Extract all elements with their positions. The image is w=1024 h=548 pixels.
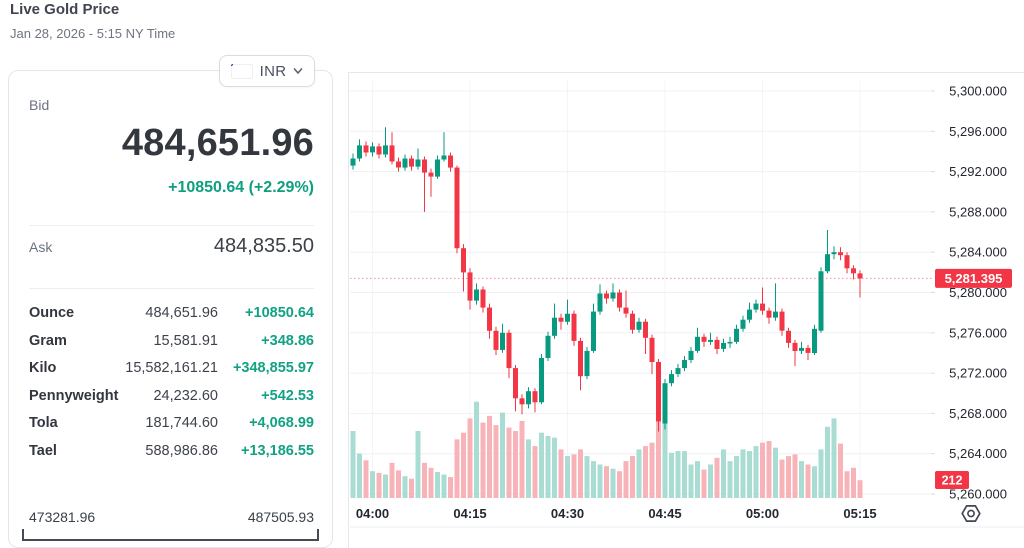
candlestick-series <box>350 145 863 424</box>
divider <box>29 288 314 289</box>
svg-text:5,281.395: 5,281.395 <box>945 271 1003 286</box>
svg-text:5,268.000: 5,268.000 <box>949 406 1007 421</box>
unit-row-tola: Tola 181,744.60 +4,068.99 <box>29 415 314 443</box>
range-low: 473281.96 <box>29 509 96 525</box>
unit-label: Kilo <box>29 360 57 376</box>
x-axis: 04:00 04:15 04:30 04:45 05:00 05:15 <box>356 506 877 521</box>
price-scale-settings-icon[interactable] <box>961 505 981 522</box>
volume-series <box>350 400 863 498</box>
unit-row-ounce: Ounce 484,651.96 +10850.64 <box>29 305 314 333</box>
unit-label: Pennyweight <box>29 387 119 404</box>
unit-change: +348.86 <box>261 332 314 349</box>
range-high: 487505.93 <box>247 509 314 525</box>
unit-value: 484,651.96 <box>145 305 218 321</box>
unit-label: Tael <box>29 442 57 459</box>
unit-label: Gram <box>29 332 67 349</box>
unit-row-gram: Gram 15,581.91 +348.86 <box>29 333 314 361</box>
svg-text:212: 212 <box>942 474 963 488</box>
ask-label: Ask <box>29 239 53 255</box>
svg-text:04:45: 04:45 <box>648 506 681 521</box>
unit-label: Ounce <box>29 305 75 321</box>
svg-text:5,296.000: 5,296.000 <box>949 124 1007 139</box>
unit-change: +4,068.99 <box>249 415 314 431</box>
svg-text:5,292.000: 5,292.000 <box>949 164 1007 179</box>
y-axis: 5,300.000 5,296.000 5,292.000 5,288.000 5,28… <box>931 84 1007 502</box>
svg-text:5,276.000: 5,276.000 <box>949 325 1007 340</box>
chevron-down-icon <box>294 68 303 74</box>
last-price-badge: 5,281.395 <box>935 268 1012 288</box>
unit-change: +542.53 <box>261 387 314 404</box>
divider <box>29 225 314 226</box>
chart-panel: 5,300.000 5,296.000 5,292.000 5,288.000 5,28… <box>348 72 1024 548</box>
bid-label: Bid <box>29 97 50 113</box>
unit-label: Tola <box>29 415 58 431</box>
grid <box>350 81 931 498</box>
unit-row-pennyweight: Pennyweight 24,232.60 +542.53 <box>29 388 314 416</box>
unit-row-tael: Tael 588,986.86 +13,186.55 <box>29 443 314 471</box>
range-bar <box>22 529 319 541</box>
unit-value: 181,744.60 <box>145 415 218 431</box>
svg-text:5,272.000: 5,272.000 <box>949 366 1007 381</box>
india-flag-icon <box>230 63 253 79</box>
unit-change: +10850.64 <box>245 305 314 321</box>
unit-change: +13,186.55 <box>241 442 314 459</box>
unit-value: 24,232.60 <box>153 387 218 404</box>
svg-text:5,284.000: 5,284.000 <box>949 245 1007 260</box>
unit-value: 588,986.86 <box>145 442 218 459</box>
page-title: Live Gold Price <box>10 1 120 18</box>
currency-selector[interactable]: INR <box>219 55 315 87</box>
currency-code: INR <box>259 62 287 80</box>
svg-text:5,260.000: 5,260.000 <box>949 487 1007 502</box>
last-volume-badge: 212 <box>935 471 969 489</box>
svg-text:5,300.000: 5,300.000 <box>949 84 1007 99</box>
svg-text:5,288.000: 5,288.000 <box>949 204 1007 219</box>
unit-value: 15,582,161.21 <box>125 360 218 376</box>
svg-text:04:00: 04:00 <box>356 506 389 521</box>
bid-change: +10850.64 (+2.29%) <box>168 179 314 196</box>
quote-card: Bid 484,651.96 +10850.64 (+2.29%) Ask 48… <box>8 70 333 548</box>
unit-value: 15,581.91 <box>153 332 218 349</box>
units-table: Ounce 484,651.96 +10850.64 Gram 15,581.9… <box>29 305 314 470</box>
unit-change: +348,855.97 <box>232 360 314 376</box>
svg-text:05:15: 05:15 <box>843 506 876 521</box>
svg-text:05:00: 05:00 <box>746 506 779 521</box>
svg-text:04:30: 04:30 <box>551 506 584 521</box>
ask-price: 484,835.50 <box>213 235 314 257</box>
price-chart[interactable]: 5,300.000 5,296.000 5,292.000 5,288.000 5,28… <box>349 73 1024 548</box>
svg-text:5,264.000: 5,264.000 <box>949 446 1007 461</box>
page-subtitle: Jan 28, 2026 - 5:15 NY Time <box>10 26 176 41</box>
svg-text:04:15: 04:15 <box>453 506 486 521</box>
unit-row-kilo: Kilo 15,582,161.21 +348,855.97 <box>29 360 314 388</box>
svg-text:5,280.000: 5,280.000 <box>949 285 1007 300</box>
bid-price: 484,651.96 <box>121 122 314 164</box>
